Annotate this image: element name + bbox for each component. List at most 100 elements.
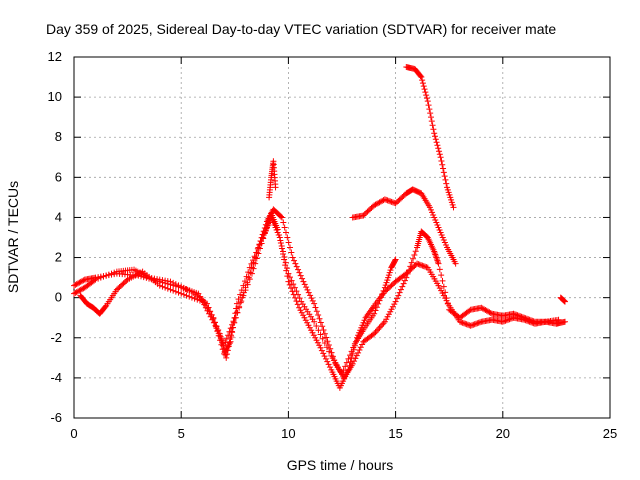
- data-point-track-3: [253, 255, 260, 262]
- data-point-track-1: [388, 282, 395, 289]
- data-point-track-1: [237, 291, 244, 298]
- data-point-track-2: [523, 315, 530, 322]
- data-point-track-1: [460, 320, 467, 327]
- data-point-track-3: [186, 293, 193, 300]
- data-point-track-2: [514, 312, 521, 319]
- data-point-track-2: [293, 263, 300, 270]
- data-point-track-3: [202, 304, 209, 311]
- data-point-track-3: [392, 256, 399, 263]
- data-point-track-5: [423, 95, 430, 102]
- data-point-track-1: [438, 287, 445, 294]
- data-point-track-2: [103, 272, 110, 279]
- data-point-track-1: [304, 319, 311, 326]
- data-point-track-3: [290, 281, 297, 288]
- data-point-track-2: [519, 314, 526, 321]
- data-point-track-2: [376, 324, 383, 331]
- data-point-track-2: [313, 308, 320, 315]
- data-point-track-2: [436, 266, 443, 273]
- data-point-track-2: [91, 277, 98, 284]
- data-point-track-3: [231, 314, 238, 321]
- data-point-track-2: [315, 311, 322, 318]
- data-point-track-3: [276, 231, 283, 238]
- data-point-track-2: [224, 351, 231, 358]
- data-point-track-4: [438, 231, 445, 238]
- data-point-track-2: [442, 289, 449, 296]
- data-point-track-2: [410, 255, 417, 262]
- data-point-track-3: [117, 282, 124, 289]
- data-point-track-2: [223, 354, 230, 361]
- data-point-track-2: [299, 275, 306, 282]
- data-point-track-2: [308, 295, 315, 302]
- data-point-track-2: [225, 343, 232, 350]
- data-point-track-3: [348, 348, 355, 355]
- data-point-track-3: [261, 230, 268, 237]
- data-point-track-1: [360, 319, 367, 326]
- data-point-track-2: [164, 278, 171, 285]
- data-point-track-4: [452, 260, 459, 267]
- data-point-track-4: [360, 212, 367, 219]
- plot-frame: [73, 56, 611, 419]
- data-point-track-1: [561, 318, 568, 325]
- data-point-track-3: [123, 277, 130, 284]
- data-point-track-2: [167, 278, 174, 285]
- data-point-track-1: [301, 314, 308, 321]
- data-point-track-2: [408, 259, 415, 266]
- data-point-track-2: [518, 313, 525, 320]
- data-point-track-4: [432, 216, 439, 223]
- data-point-track-3: [288, 277, 295, 284]
- data-point-track-4: [433, 219, 440, 226]
- data-point-track-2: [297, 272, 304, 279]
- data-point-track-1: [296, 304, 303, 311]
- data-point-track-1: [502, 317, 509, 324]
- data-point-track-1: [383, 287, 390, 294]
- data-point-track-3: [384, 277, 391, 284]
- data-point-track-3: [377, 294, 384, 301]
- x-tick-label: 0: [70, 426, 77, 441]
- data-point-track-1: [306, 324, 313, 331]
- data-point-track-2: [359, 341, 366, 348]
- data-point-track-3: [258, 240, 265, 247]
- data-point-track-2: [281, 224, 288, 231]
- data-point-track-5: [437, 154, 444, 161]
- data-point-track-3: [217, 335, 224, 342]
- data-point-track-1: [325, 361, 332, 368]
- data-point-track-2: [400, 280, 407, 287]
- data-point-track-5: [430, 126, 437, 133]
- data-point-track-3: [201, 301, 208, 308]
- data-point-track-2: [300, 278, 307, 285]
- data-point-track-4: [431, 214, 438, 221]
- data-point-track-4: [429, 209, 436, 216]
- data-point-track-3: [222, 339, 229, 346]
- data-point-track-3: [252, 260, 259, 267]
- data-point-track-4: [434, 221, 441, 228]
- data-point-track-3: [229, 321, 236, 328]
- data-point-track-5: [433, 139, 440, 146]
- data-point-track-1: [475, 319, 482, 326]
- data-point-track-5: [436, 148, 443, 155]
- data-point-track-3: [170, 287, 177, 294]
- data-point-track-2: [443, 295, 450, 302]
- data-point-track-1: [501, 318, 508, 325]
- data-point-track-2: [312, 304, 319, 311]
- data-point-track-2: [379, 321, 386, 328]
- data-point-track-3: [213, 325, 220, 332]
- data-point-track-2: [406, 267, 412, 274]
- data-point-track-2: [530, 318, 537, 325]
- y-tick-label: 4: [55, 209, 62, 224]
- data-point-track-1: [297, 307, 304, 314]
- data-point-track-3: [315, 327, 322, 334]
- data-point-track-1: [435, 282, 442, 289]
- data-point-track-4: [400, 192, 407, 199]
- y-axis-label: SDTVAR / TECUs: [5, 181, 21, 293]
- data-point-track-3: [233, 309, 240, 316]
- data-point-track-3: [375, 300, 382, 307]
- data-point-track-1: [470, 321, 477, 328]
- data-point-track-1: [477, 319, 484, 326]
- data-point-track-5: [447, 194, 454, 201]
- data-point-track-3: [175, 289, 182, 296]
- data-point-track-2: [285, 239, 292, 246]
- data-point-track-4: [363, 209, 370, 216]
- data-point-track-3: [230, 318, 237, 325]
- data-point-track-5: [445, 189, 452, 196]
